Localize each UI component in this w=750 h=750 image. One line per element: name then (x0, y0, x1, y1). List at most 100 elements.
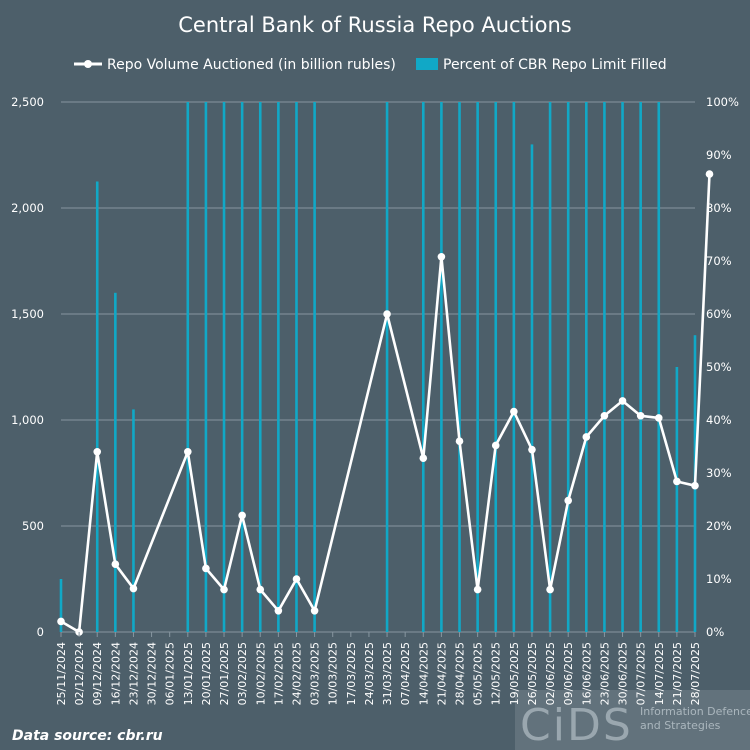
x-tick-label: 07/04/2025 (399, 642, 412, 705)
volume-point (618, 397, 627, 405)
volume-point (654, 414, 663, 422)
watermark-line2: and Strategies (640, 719, 721, 732)
x-tick-label: 17/02/2025 (272, 642, 285, 705)
volume-point (202, 564, 210, 573)
volume-line (57, 170, 714, 636)
x-tick-label: 23/12/2024 (127, 642, 140, 705)
volume-point (510, 407, 518, 416)
repo-limit-bar (621, 102, 624, 632)
volume-point (129, 584, 138, 593)
repo-limit-bar (95, 181, 99, 632)
x-tick-label: 13/01/2025 (182, 642, 195, 705)
watermark-line1: Information Defence (640, 705, 750, 718)
repo-limit-bar (458, 102, 461, 632)
x-tick-label: 25/11/2024 (55, 642, 68, 705)
volume-point (184, 448, 192, 456)
volume-line-path (60, 174, 711, 634)
x-tick-label: 16/06/2025 (580, 642, 593, 705)
right-tick-label: 100% (706, 95, 739, 109)
volume-point (600, 411, 609, 420)
watermark: CiDS Information Defence and Strategies (515, 690, 750, 750)
x-tick-label: 09/12/2024 (91, 642, 104, 705)
legend: Repo Volume Auctioned (in billion rubles… (74, 57, 667, 73)
volume-point (256, 585, 265, 594)
x-tick-label: 14/07/2025 (653, 642, 666, 705)
x-tick-label: 06/01/2025 (164, 642, 177, 705)
volume-point (636, 411, 645, 420)
x-tick-label: 03/03/2025 (309, 642, 322, 705)
volume-point (455, 437, 464, 446)
x-tick-label: 30/12/2024 (146, 642, 159, 705)
left-tick-label: 1,000 (11, 413, 44, 427)
grid (61, 101, 695, 633)
right-tick-label: 50% (706, 360, 732, 374)
repo-limit-bar (186, 102, 190, 632)
x-tick-label: 05/05/2025 (472, 642, 485, 705)
repo-limit-bar (494, 102, 498, 632)
volume-point (437, 252, 446, 261)
repo-limit-bar (603, 102, 606, 632)
watermark-mark: CiDS (520, 700, 633, 750)
repo-limit-bar (530, 144, 534, 632)
x-tick-label: 23/06/2025 (598, 642, 611, 705)
volume-point (673, 477, 681, 486)
chart-title: Central Bank of Russia Repo Auctions (178, 13, 572, 37)
legend-bar-swatch (416, 58, 438, 70)
x-tick-label: 27/01/2025 (218, 642, 231, 705)
repo-limit-bar (548, 102, 552, 632)
repo-limit-bar (639, 102, 642, 632)
left-tick-label: 1,500 (11, 307, 44, 321)
repo-limit-bar (657, 102, 661, 632)
left-axis: 0 500 1,000 1,500 2,000 2,500 (11, 95, 44, 639)
volume-point (310, 607, 319, 615)
legend-line-label: Repo Volume Auctioned (in billion rubles… (107, 57, 396, 73)
left-tick-label: 2,000 (11, 201, 44, 215)
volume-point (220, 585, 228, 594)
right-axis: 0% 10% 20% 30% 40% 50% 60% 70% 80% 90% 100% (706, 95, 739, 639)
volume-point (691, 481, 699, 490)
volume-point (93, 448, 102, 456)
x-tick-label: 28/04/2025 (454, 642, 467, 705)
volume-point (111, 560, 120, 568)
x-tick-label: 03/02/2025 (236, 642, 249, 705)
right-tick-label: 60% (706, 307, 732, 321)
repo-limit-bar (512, 102, 516, 632)
right-tick-label: 10% (706, 572, 732, 586)
x-tick-label: 24/03/2025 (363, 642, 376, 705)
right-tick-label: 30% (706, 466, 732, 480)
x-tick-label: 19/05/2025 (508, 642, 521, 705)
x-tick-label: 28/07/2025 (689, 642, 702, 705)
right-tick-label: 40% (706, 413, 732, 427)
repo-limit-bar (222, 102, 226, 632)
repo-limit-bar (114, 292, 117, 632)
left-tick-label: 2,500 (11, 95, 44, 109)
legend-bar-label: Percent of CBR Repo Limit Filled (443, 57, 667, 73)
volume-point (491, 441, 500, 450)
watermark-box (515, 690, 750, 750)
repo-limit-bar (132, 409, 135, 632)
x-tick-label: 24/02/2025 (290, 642, 303, 705)
right-tick-label: 0% (706, 625, 724, 639)
left-tick-label: 0 (37, 625, 44, 639)
x-tick-label: 17/03/2025 (345, 642, 358, 705)
x-tick-label: 10/03/2025 (327, 642, 340, 705)
x-tick-label: 10/02/2025 (254, 642, 267, 705)
x-tick-label: 31/03/2025 (381, 642, 394, 705)
repo-limit-bar (440, 102, 443, 632)
volume-point (57, 617, 65, 626)
volume-point (564, 496, 572, 505)
volume-point (292, 575, 301, 583)
right-tick-label: 20% (706, 519, 732, 533)
x-tick-label: 30/06/2025 (617, 642, 630, 705)
volume-point (546, 585, 554, 594)
repo-limit-bar (585, 102, 588, 632)
repo-limit-bar (566, 102, 570, 632)
x-tick-label: 20/01/2025 (200, 642, 213, 705)
repo-limit-bar (277, 102, 280, 632)
volume-point (238, 511, 246, 520)
repo-limit-bar (313, 102, 316, 632)
x-axis: 25/11/2024 02/12/2024 09/12/2024 16/12/2024… (55, 632, 702, 705)
volume-point (473, 585, 482, 594)
x-tick-label: 07/07/2025 (635, 642, 648, 705)
